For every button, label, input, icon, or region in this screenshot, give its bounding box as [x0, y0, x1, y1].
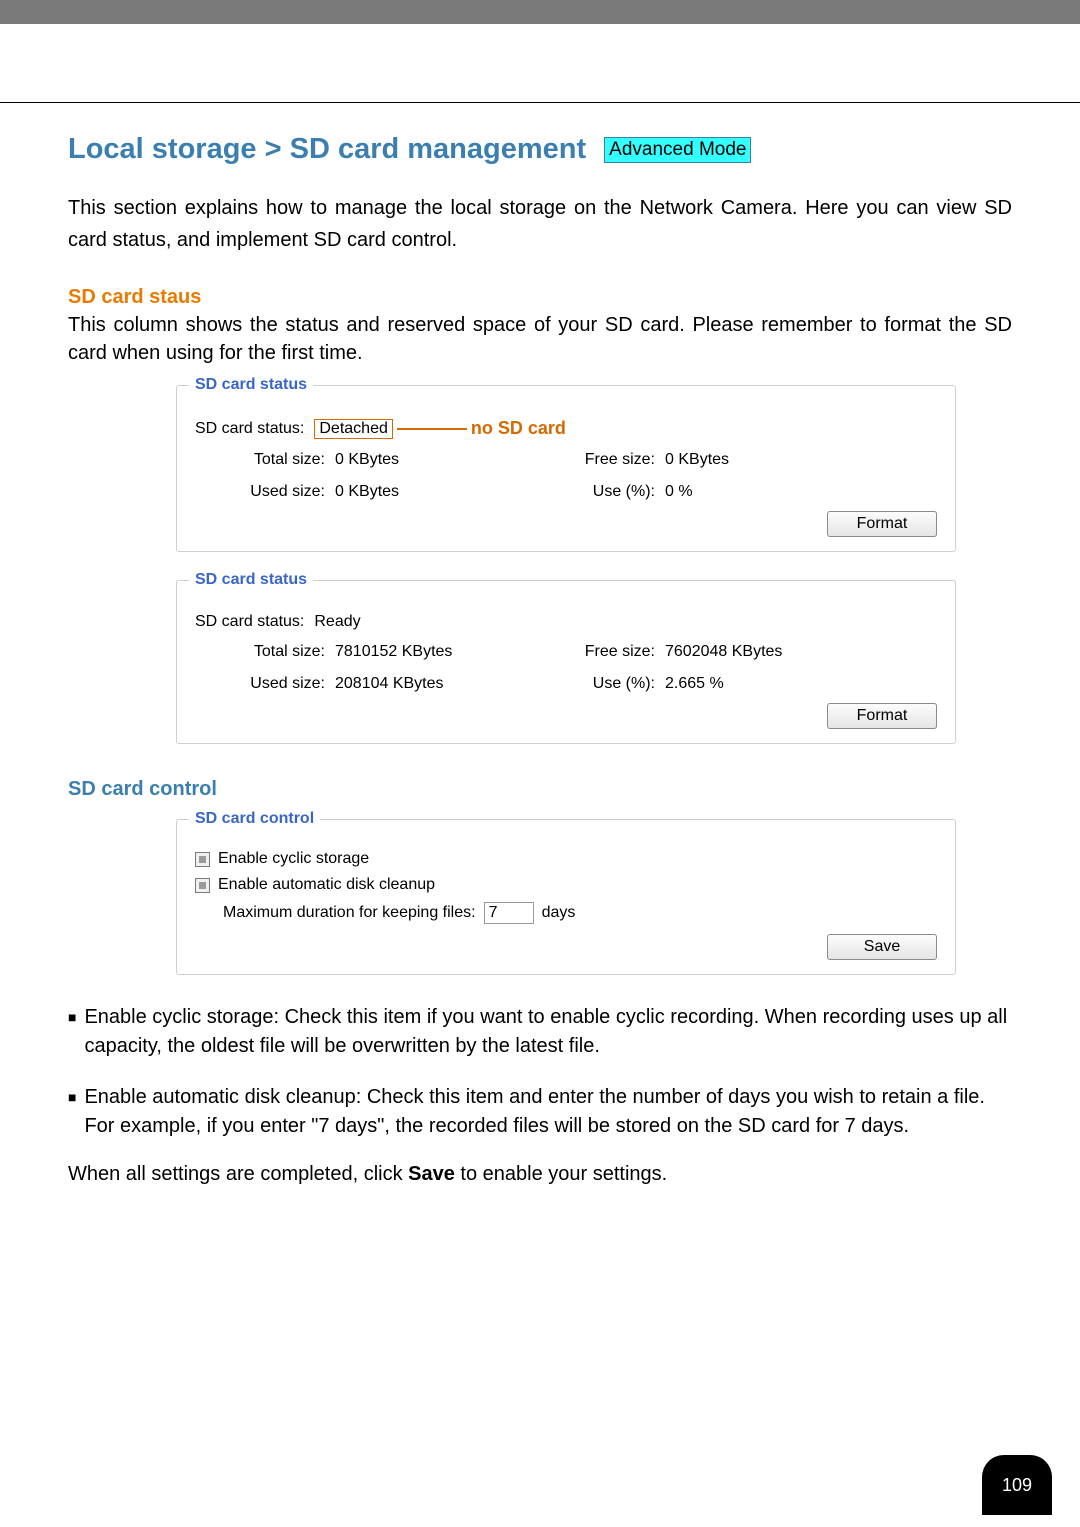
sd-status-panel-ready: SD card status SD card status: Ready Tot…: [176, 580, 956, 744]
page-content: Local storage > SD card management Advan…: [0, 103, 1080, 1186]
status-grid: Total size: 7810152 KBytes Free size: 76…: [195, 643, 937, 693]
days-label: days: [542, 904, 576, 922]
fieldset-legend: SD card control: [189, 810, 320, 828]
sd-status-heading: SD card staus: [68, 286, 1012, 309]
status-label: SD card status:: [195, 420, 304, 438]
control-panel-wrapper: SD card control Enable cyclic storage En…: [176, 819, 956, 975]
bullet-item: ■ Enable automatic disk cleanup: Check t…: [68, 1083, 1012, 1141]
format-button[interactable]: Format: [827, 511, 937, 537]
final-pre: When all settings are completed, click: [68, 1163, 408, 1185]
cleanup-label: Enable automatic disk cleanup: [218, 876, 435, 894]
max-duration-row: Maximum duration for keeping files: days: [223, 902, 937, 924]
use-pct-label: Use (%):: [525, 675, 665, 693]
sd-status-text: This column shows the status and reserve…: [68, 311, 1012, 367]
bullet-item: ■ Enable cyclic storage: Check this item…: [68, 1003, 1012, 1061]
used-size-label: Used size:: [195, 675, 335, 693]
cyclic-row: Enable cyclic storage: [195, 850, 937, 868]
status-line: SD card status: Detached no SD card: [195, 418, 937, 439]
max-duration-input[interactable]: [484, 902, 534, 924]
free-size-label: Free size:: [525, 643, 665, 661]
page-title: Local storage > SD card management: [68, 133, 586, 166]
status-value-detached: Detached: [314, 419, 393, 439]
bullet-text: Enable cyclic storage: Check this item i…: [84, 1003, 1012, 1061]
status-label: SD card status:: [195, 613, 304, 631]
total-size-label: Total size:: [195, 451, 335, 469]
sd-control-panel: SD card control Enable cyclic storage En…: [176, 819, 956, 975]
bullet-text: Enable automatic disk cleanup: Check thi…: [84, 1083, 1012, 1141]
total-size-label: Total size:: [195, 643, 335, 661]
sd-control-heading: SD card control: [68, 778, 1012, 801]
button-row: Format: [195, 703, 937, 729]
final-line: When all settings are completed, click S…: [68, 1163, 1012, 1186]
page-number: 109: [1002, 1475, 1032, 1496]
top-bar: [0, 0, 1080, 24]
advanced-mode-badge: Advanced Mode: [604, 137, 751, 163]
bullet-list: ■ Enable cyclic storage: Check this item…: [68, 1003, 1012, 1141]
total-size-value: 0 KBytes: [335, 451, 525, 469]
format-button[interactable]: Format: [827, 703, 937, 729]
status-grid: Total size: 0 KBytes Free size: 0 KBytes…: [195, 451, 937, 501]
final-bold: Save: [408, 1163, 455, 1185]
total-size-value: 7810152 KBytes: [335, 643, 525, 661]
cleanup-checkbox[interactable]: [195, 878, 210, 893]
free-size-label: Free size:: [525, 451, 665, 469]
square-bullet-icon: ■: [68, 1083, 76, 1141]
button-row: Format: [195, 511, 937, 537]
status-value-ready: Ready: [314, 613, 360, 631]
title-row: Local storage > SD card management Advan…: [68, 133, 1012, 166]
callout-line-icon: [397, 428, 467, 430]
button-row: Save: [195, 934, 937, 960]
used-size-value: 208104 KBytes: [335, 675, 525, 693]
cleanup-row: Enable automatic disk cleanup: [195, 876, 937, 894]
intro-text: This section explains how to manage the …: [68, 192, 1012, 256]
used-size-value: 0 KBytes: [335, 483, 525, 501]
fieldset-legend: SD card status: [189, 571, 313, 589]
use-pct-value: 2.665 %: [665, 675, 937, 693]
page-number-tab: 109: [982, 1455, 1052, 1515]
fieldset-legend: SD card status: [189, 376, 313, 394]
cyclic-label: Enable cyclic storage: [218, 850, 369, 868]
save-button[interactable]: Save: [827, 934, 937, 960]
status-line: SD card status: Ready: [195, 613, 937, 631]
use-pct-value: 0 %: [665, 483, 937, 501]
panels: SD card status SD card status: Detached …: [176, 385, 956, 744]
cyclic-checkbox[interactable]: [195, 852, 210, 867]
used-size-label: Used size:: [195, 483, 335, 501]
max-duration-label: Maximum duration for keeping files:: [223, 904, 476, 922]
free-size-value: 7602048 KBytes: [665, 643, 937, 661]
free-size-value: 0 KBytes: [665, 451, 937, 469]
final-post: to enable your settings.: [455, 1163, 667, 1185]
use-pct-label: Use (%):: [525, 483, 665, 501]
no-sd-callout: no SD card: [471, 418, 566, 439]
square-bullet-icon: ■: [68, 1003, 76, 1061]
sd-status-panel-detached: SD card status SD card status: Detached …: [176, 385, 956, 552]
